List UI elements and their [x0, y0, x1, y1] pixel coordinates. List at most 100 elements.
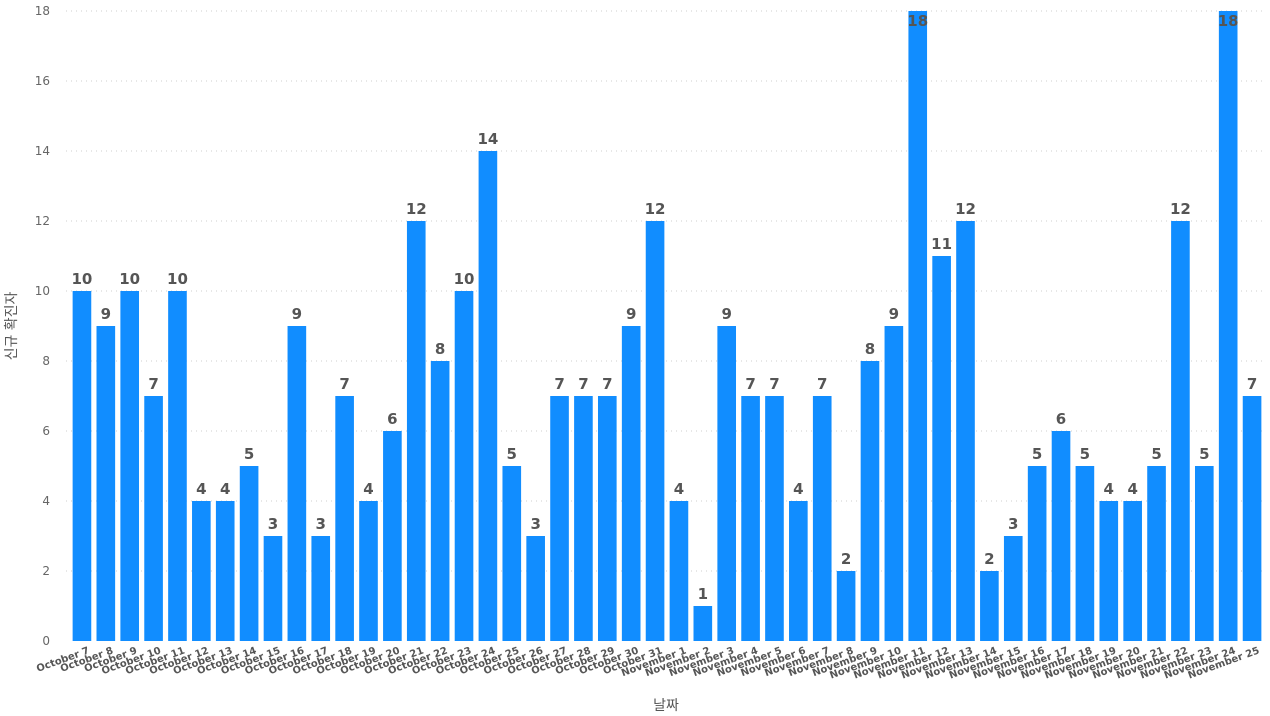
bars — [72, 11, 1262, 641]
bar[interactable] — [215, 501, 235, 641]
y-tick-label: 0 — [42, 634, 50, 648]
data-label: 12 — [955, 200, 976, 218]
data-label: 9 — [626, 305, 636, 323]
bar[interactable] — [1027, 466, 1047, 641]
bar[interactable] — [335, 396, 354, 641]
data-label: 2 — [841, 550, 851, 568]
bar[interactable] — [120, 291, 140, 641]
bar[interactable] — [430, 361, 450, 641]
y-tick-label: 12 — [35, 214, 50, 228]
y-tick-label: 8 — [42, 354, 50, 368]
data-label: 10 — [119, 270, 140, 288]
data-label: 4 — [220, 480, 230, 498]
bar[interactable] — [239, 466, 259, 641]
bar[interactable] — [980, 571, 999, 641]
data-label: 18 — [907, 12, 928, 30]
data-label: 7 — [817, 375, 827, 393]
bar[interactable] — [1242, 396, 1262, 641]
bar[interactable] — [96, 326, 116, 641]
bar[interactable] — [383, 431, 402, 641]
data-label: 6 — [1056, 410, 1066, 428]
data-label: 11 — [931, 235, 952, 253]
y-tick-label: 16 — [35, 74, 50, 88]
bar[interactable] — [574, 396, 593, 641]
bar[interactable] — [502, 466, 522, 641]
bar[interactable] — [1171, 221, 1190, 641]
bar[interactable] — [621, 326, 641, 641]
bar[interactable] — [168, 291, 187, 641]
bar[interactable] — [597, 396, 617, 641]
data-label: 12 — [645, 200, 666, 218]
bar[interactable] — [908, 11, 928, 641]
bar[interactable] — [478, 151, 498, 641]
bar[interactable] — [765, 396, 784, 641]
bar[interactable] — [932, 256, 951, 641]
data-label: 6 — [387, 410, 397, 428]
bar[interactable] — [550, 396, 569, 641]
y-tick-label: 2 — [42, 564, 50, 578]
bar[interactable] — [717, 326, 737, 641]
bar[interactable] — [1147, 466, 1166, 641]
data-label: 12 — [1170, 200, 1191, 218]
bar[interactable] — [1194, 466, 1214, 641]
bar[interactable] — [884, 326, 904, 641]
data-label: 5 — [507, 445, 517, 463]
data-label: 7 — [578, 375, 588, 393]
bar[interactable] — [406, 221, 426, 641]
bar[interactable] — [72, 291, 92, 641]
bar[interactable] — [1003, 536, 1023, 641]
y-tick-label: 4 — [42, 494, 50, 508]
bar[interactable] — [1075, 466, 1095, 641]
bar[interactable] — [454, 291, 474, 641]
x-axis-title: 날짜 — [653, 698, 679, 714]
data-label: 10 — [167, 270, 188, 288]
bar[interactable] — [669, 501, 689, 641]
bar[interactable] — [311, 536, 331, 641]
data-label: 9 — [889, 305, 899, 323]
bar[interactable] — [836, 571, 856, 641]
data-label: 10 — [72, 270, 93, 288]
bar[interactable] — [526, 536, 545, 641]
y-axis-title: 신규 확진자 — [4, 291, 20, 360]
bar[interactable] — [956, 221, 975, 641]
data-label: 5 — [1080, 445, 1090, 463]
data-label: 9 — [292, 305, 302, 323]
data-label: 10 — [454, 270, 475, 288]
bar[interactable] — [1099, 501, 1119, 641]
bar[interactable] — [645, 221, 665, 641]
data-label: 7 — [745, 375, 755, 393]
bar[interactable] — [1123, 501, 1142, 641]
bar[interactable] — [860, 361, 880, 641]
data-label: 2 — [984, 550, 994, 568]
data-label: 5 — [1199, 445, 1209, 463]
bar[interactable] — [1051, 431, 1071, 641]
y-tick-label: 10 — [35, 284, 50, 298]
bar[interactable] — [287, 326, 307, 641]
data-label: 4 — [1104, 480, 1114, 498]
bar[interactable] — [741, 396, 760, 641]
bar[interactable] — [1218, 11, 1238, 641]
data-label: 4 — [674, 480, 684, 498]
data-label: 7 — [339, 375, 349, 393]
data-label: 5 — [1032, 445, 1042, 463]
bar[interactable] — [263, 536, 283, 641]
bar[interactable] — [359, 501, 378, 641]
data-label: 7 — [148, 375, 158, 393]
bar[interactable] — [693, 606, 713, 641]
data-label: 4 — [196, 480, 206, 498]
data-label: 4 — [1127, 480, 1137, 498]
y-tick-label: 6 — [42, 424, 50, 438]
data-label: 4 — [793, 480, 803, 498]
data-label: 7 — [554, 375, 564, 393]
data-label: 7 — [769, 375, 779, 393]
data-label: 5 — [244, 445, 254, 463]
data-label: 12 — [406, 200, 427, 218]
bar[interactable] — [812, 396, 832, 641]
bar[interactable] — [789, 501, 808, 641]
data-label: 3 — [1008, 515, 1018, 533]
bar[interactable] — [144, 396, 163, 641]
data-label: 3 — [530, 515, 540, 533]
data-label: 9 — [101, 305, 111, 323]
bar[interactable] — [192, 501, 211, 641]
